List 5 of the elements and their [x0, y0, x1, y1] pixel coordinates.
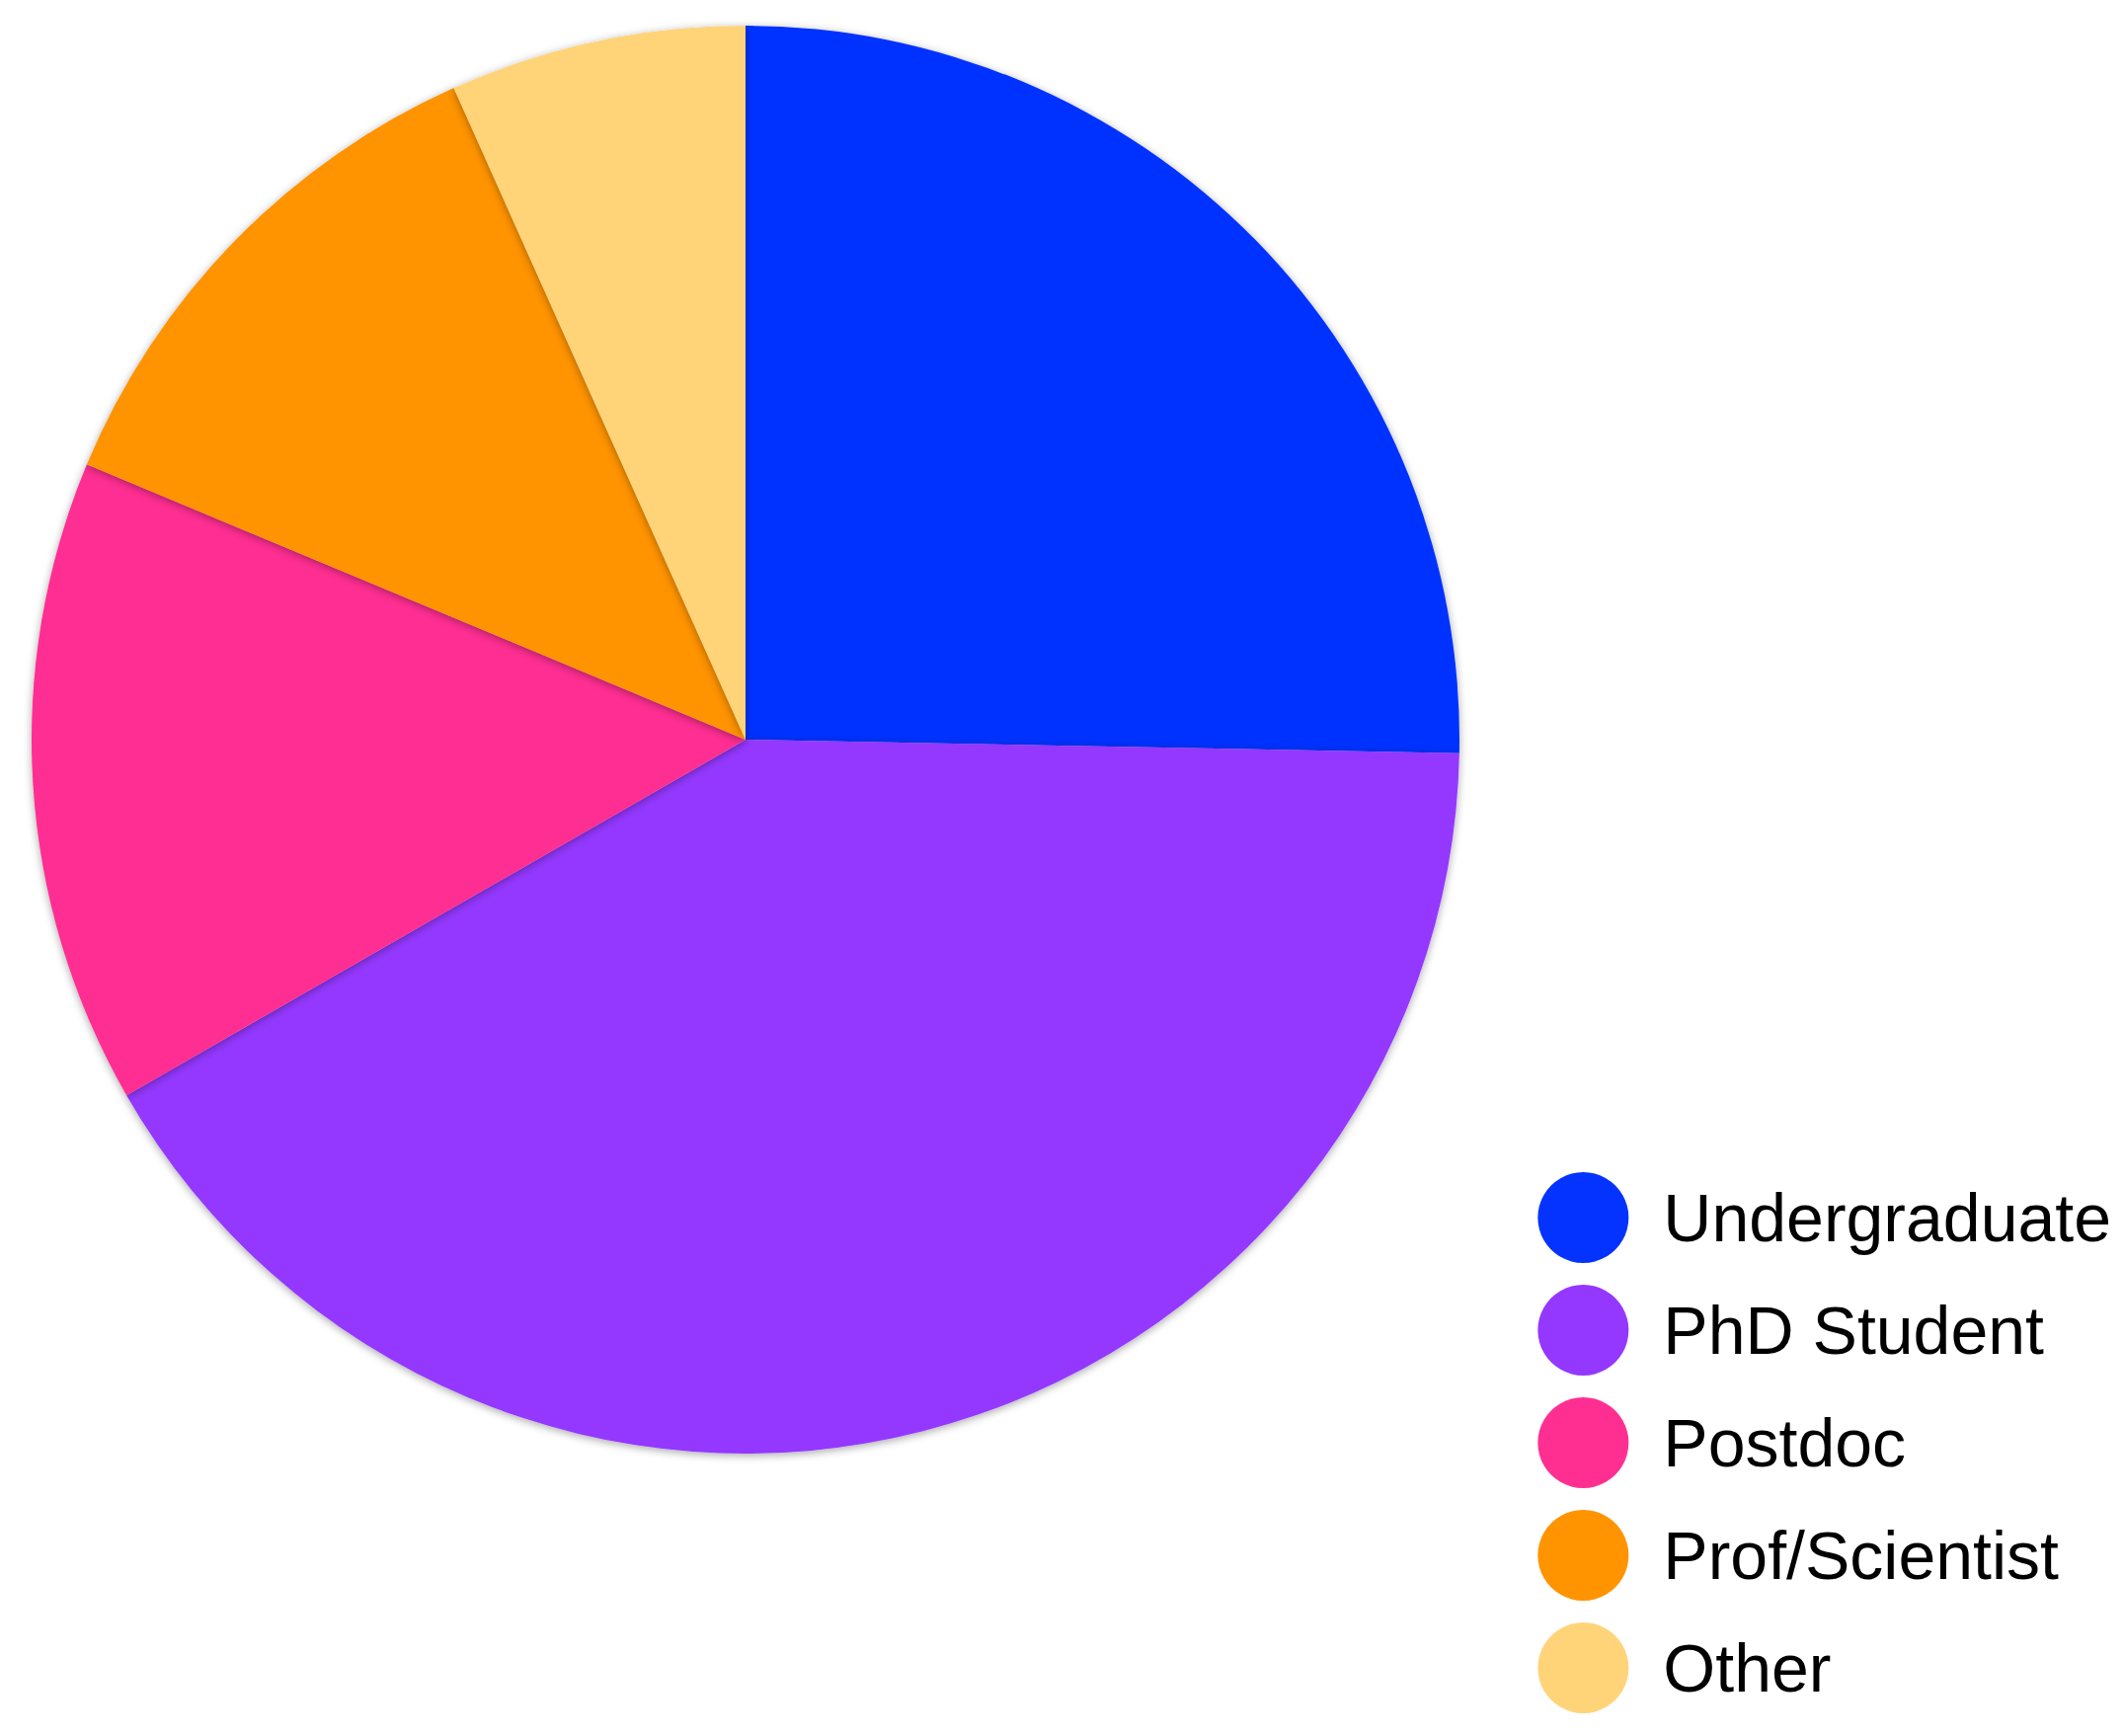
- legend-label: Prof/Scientist: [1663, 1518, 2060, 1593]
- legend-label: Other: [1663, 1630, 1832, 1705]
- legend-label: Postdoc: [1663, 1405, 1907, 1480]
- legend-label: PhD Student: [1663, 1293, 2045, 1368]
- legend-label: Undergraduate: [1663, 1180, 2111, 1255]
